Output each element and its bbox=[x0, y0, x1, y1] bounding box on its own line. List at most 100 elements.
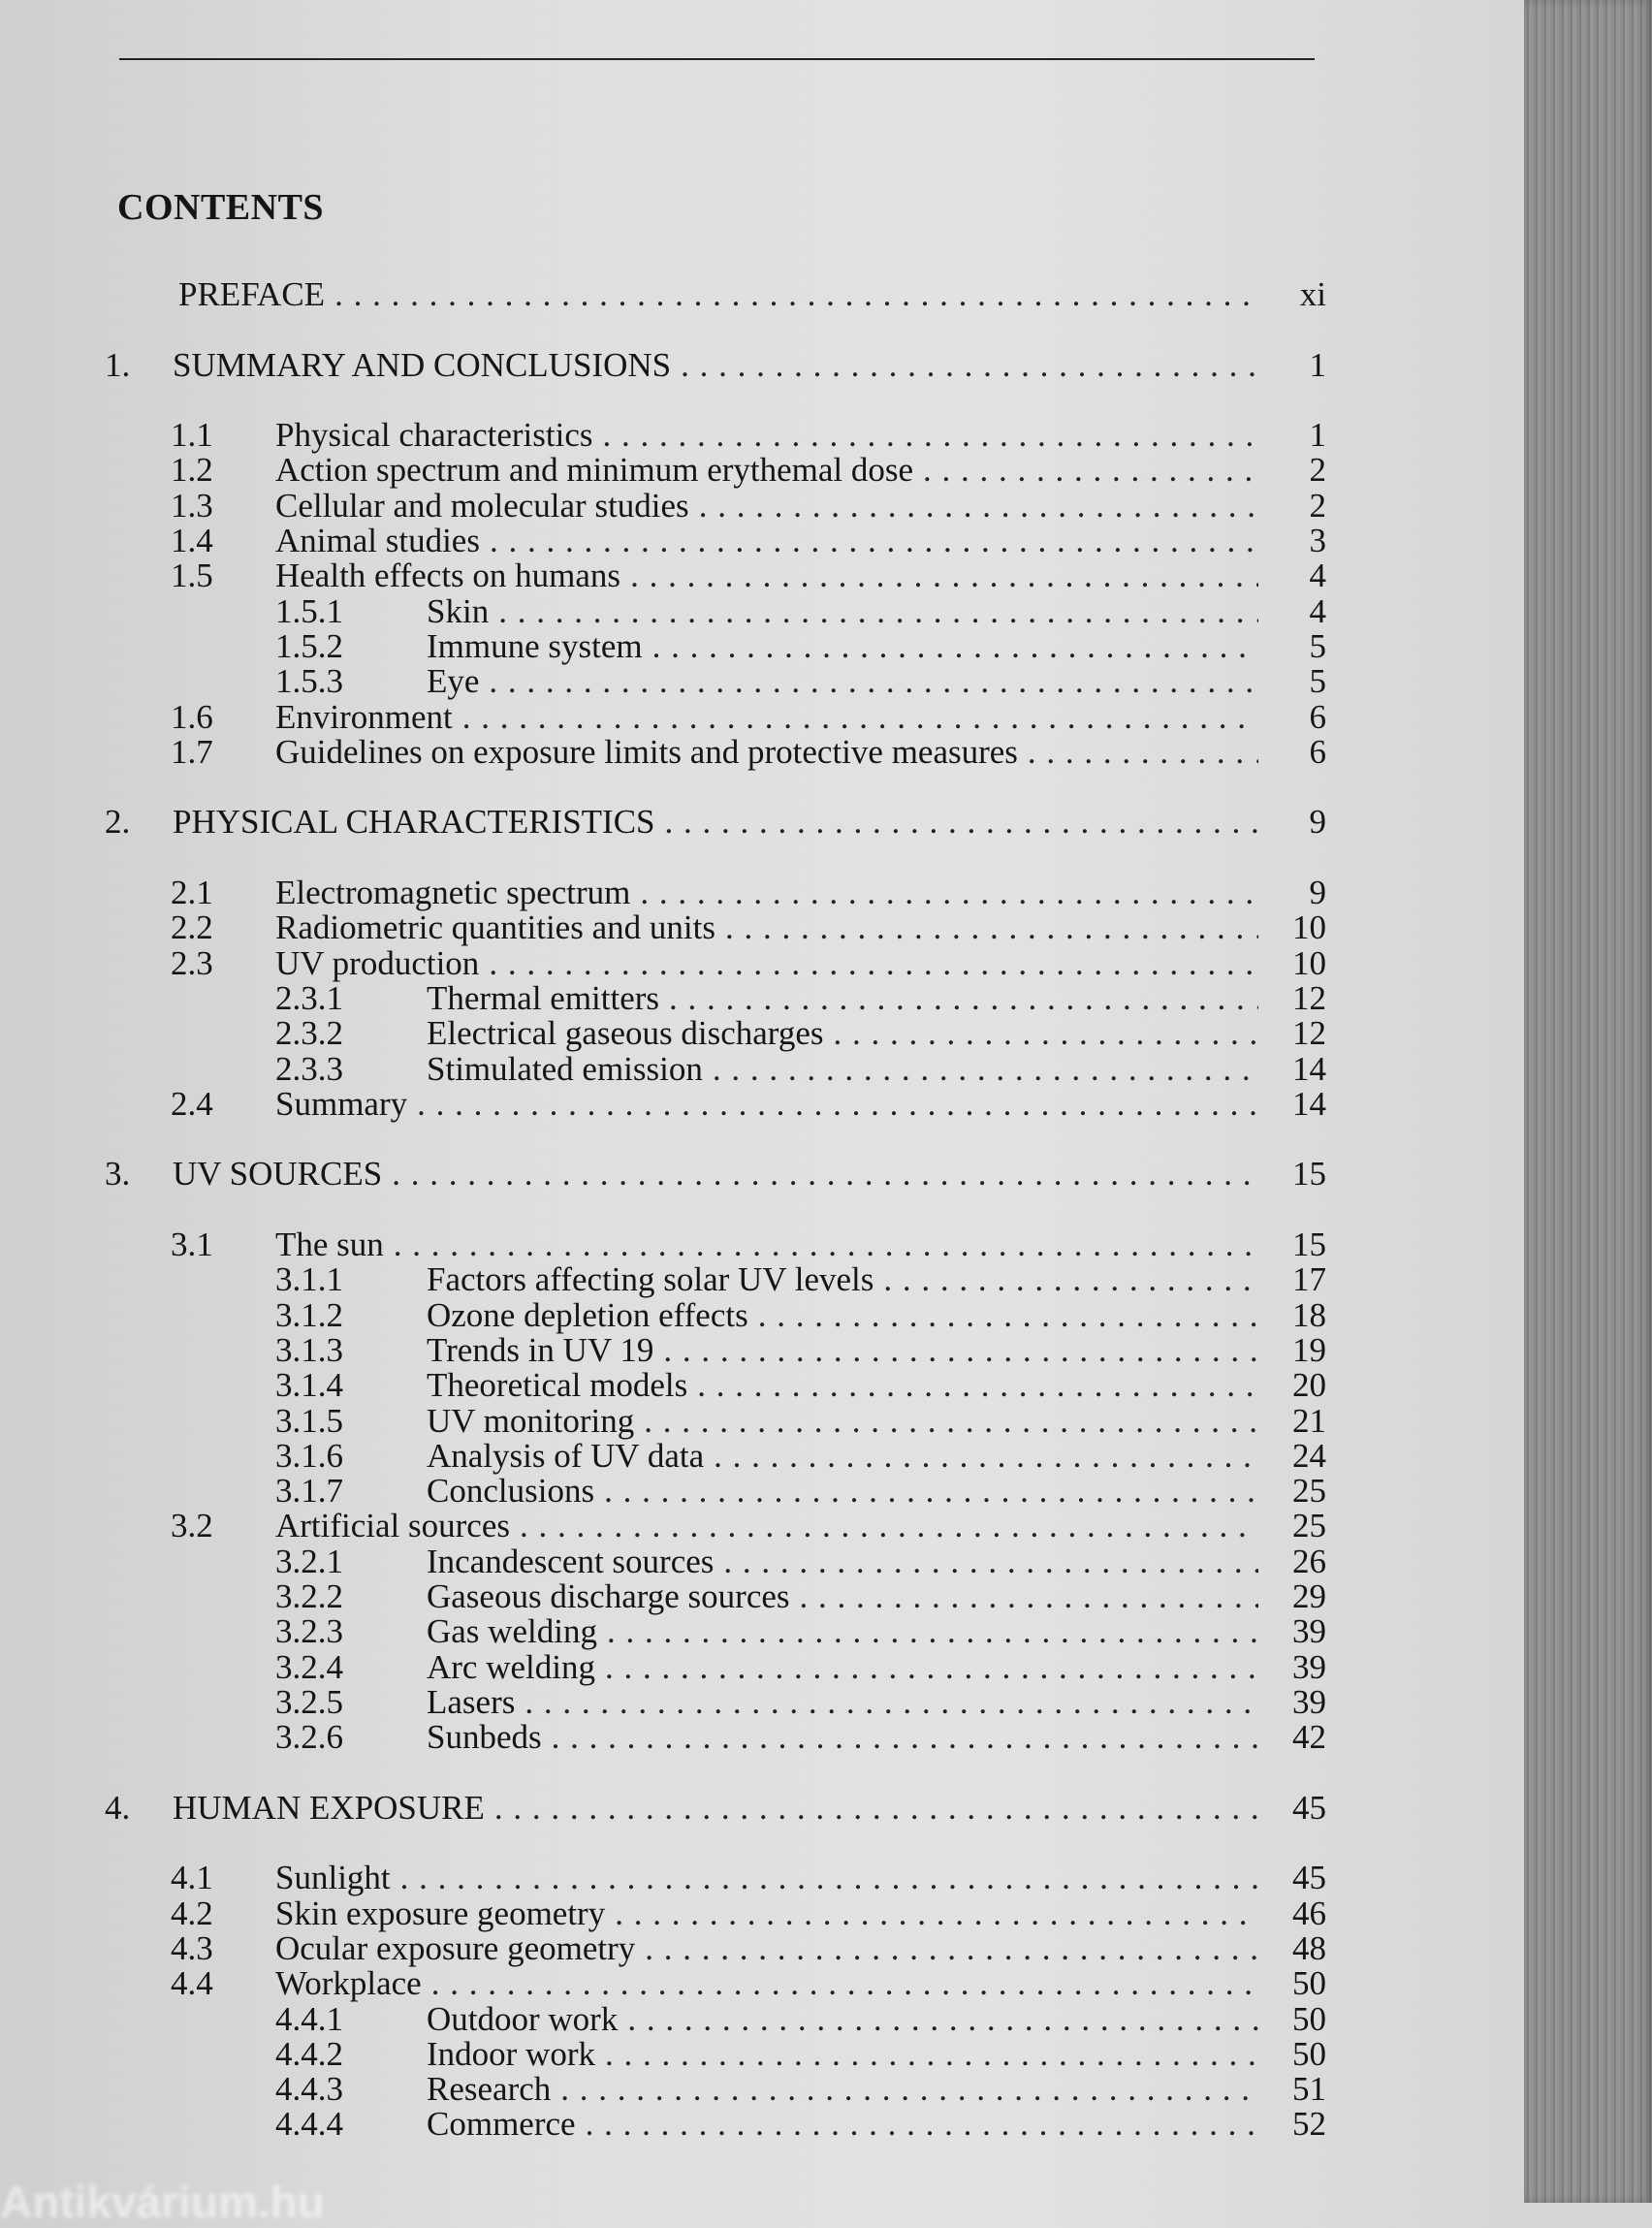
toc-subsection-entry: 4.4.4 Commerce 52 bbox=[0, 2107, 1652, 2143]
toc-subsection-entry: 3.2.5 Lasers 39 bbox=[0, 1682, 1652, 1721]
toc-subsection-entry: 3.2.3 Gas welding 39 bbox=[0, 1612, 1652, 1651]
entry-title: Environment bbox=[275, 697, 453, 736]
entry-number: 1.5.3 bbox=[275, 662, 343, 701]
entry-title: Immune system bbox=[427, 626, 643, 665]
dot-leader bbox=[652, 629, 1258, 664]
entry-number: 3.1.2 bbox=[275, 1295, 343, 1334]
dot-leader bbox=[524, 1685, 1258, 1720]
entry-page-number: 2 bbox=[1309, 486, 1327, 525]
dot-leader bbox=[663, 1333, 1258, 1368]
entry-title: PREFACE bbox=[178, 275, 326, 313]
entry-number: 1.2 bbox=[171, 451, 213, 490]
toc-subsection-entry: 3.1.6 Analysis of UV data 24 bbox=[0, 1436, 1652, 1475]
header-rule bbox=[119, 58, 1315, 60]
toc-section-entry: 2.2 Radiometric quantities and units 10 bbox=[0, 908, 1652, 947]
dot-leader bbox=[725, 910, 1258, 945]
entry-title: SUMMARY AND CONCLUSIONS bbox=[173, 345, 672, 384]
toc-section-entry: 1.1 Physical characteristics 1 bbox=[0, 416, 1652, 455]
toc-chapter-entry: 3. UV SOURCES 15 bbox=[0, 1155, 1652, 1194]
entry-title: Guidelines on exposure limits and protec… bbox=[275, 732, 1018, 771]
entry-number: 3.2.1 bbox=[275, 1542, 343, 1580]
entry-page-number: 3 bbox=[1309, 522, 1327, 560]
entry-page-number: 6 bbox=[1309, 697, 1327, 736]
entry-page-number: 10 bbox=[1292, 908, 1326, 947]
entry-number: 3.2.3 bbox=[275, 1612, 343, 1651]
entry-number: 3.1.4 bbox=[275, 1366, 343, 1405]
entry-number: 1.3 bbox=[171, 486, 213, 525]
entry-number: 3.1.3 bbox=[275, 1330, 343, 1369]
dot-leader bbox=[498, 594, 1258, 629]
entry-number: 3.2.6 bbox=[275, 1718, 343, 1757]
entry-title: Lasers bbox=[427, 1682, 516, 1721]
dot-leader bbox=[520, 1509, 1258, 1544]
entry-title: Sunlight bbox=[275, 1859, 391, 1897]
toc-section-entry: 4.4 Workplace 50 bbox=[0, 1965, 1652, 2001]
entry-number: 2.2 bbox=[171, 908, 213, 947]
entry-page-number: 9 bbox=[1309, 874, 1327, 912]
toc-subsection-entry: 1.5.1 Skin 4 bbox=[0, 591, 1652, 630]
toc-section-entry: 3.2 Artificial sources 25 bbox=[0, 1509, 1652, 1544]
toc-subsection-entry: 2.3.2 Electrical gaseous discharges 12 bbox=[0, 1015, 1652, 1051]
entry-page-number: 50 bbox=[1292, 2034, 1326, 2073]
entry-number: 2.3.3 bbox=[275, 1049, 343, 1088]
toc-chapter-entry: PREFACE xi bbox=[0, 275, 1652, 313]
entry-title: Eye bbox=[427, 662, 480, 701]
toc-subsection-entry: 3.2.6 Sunbeds 42 bbox=[0, 1718, 1652, 1757]
entry-title: Electromagnetic spectrum bbox=[275, 874, 631, 912]
toc-subsection-entry: 3.2.1 Incandescent sources 26 bbox=[0, 1544, 1652, 1579]
book-page-edge bbox=[1524, 0, 1652, 2203]
entry-page-number: 42 bbox=[1292, 1718, 1326, 1757]
entry-page-number: 25 bbox=[1292, 1507, 1326, 1545]
dot-leader bbox=[833, 1016, 1258, 1051]
entry-number: 4.4.3 bbox=[275, 2070, 343, 2109]
toc-subsection-entry: 4.4.2 Indoor work 50 bbox=[0, 2034, 1652, 2073]
entry-number: 3. bbox=[105, 1155, 131, 1194]
dot-leader bbox=[644, 1404, 1258, 1439]
entry-number: 4.3 bbox=[171, 1928, 213, 1967]
toc-section-entry: 2.4 Summary 14 bbox=[0, 1084, 1652, 1123]
entry-title: Arc welding bbox=[427, 1647, 595, 1686]
entry-title: Outdoor work bbox=[427, 1999, 619, 2038]
entry-number: 1.5 bbox=[171, 557, 213, 595]
entry-number: 3.1.6 bbox=[275, 1436, 343, 1475]
entry-page-number: 48 bbox=[1292, 1928, 1326, 1967]
entry-page-number: 9 bbox=[1309, 803, 1327, 842]
toc-chapter-entry: 2. PHYSICAL CHARACTERISTICS 9 bbox=[0, 803, 1652, 842]
dot-leader bbox=[417, 1087, 1258, 1122]
dot-leader bbox=[665, 805, 1258, 840]
entry-page-number: 21 bbox=[1292, 1401, 1326, 1440]
toc-subsection-entry: 3.2.2 Gaseous discharge sources 29 bbox=[0, 1576, 1652, 1615]
entry-title: Skin exposure geometry bbox=[275, 1894, 606, 1932]
dot-leader bbox=[640, 875, 1258, 910]
entry-title: Physical characteristics bbox=[275, 416, 593, 455]
entry-page-number: 46 bbox=[1292, 1894, 1326, 1932]
entry-title: Conclusions bbox=[427, 1472, 595, 1511]
entry-title: Gas welding bbox=[427, 1612, 597, 1651]
entry-page-number: 5 bbox=[1309, 662, 1327, 701]
entry-page-number: 26 bbox=[1292, 1542, 1326, 1580]
watermark: Antikvárium.hu bbox=[0, 2177, 325, 2227]
dot-leader bbox=[462, 700, 1258, 735]
table-of-contents: PREFACE xi 1. SUMMARY AND CONCLUSIONS 1 1.1 Ph… bbox=[0, 275, 1652, 2143]
entry-title: Indoor work bbox=[427, 2034, 595, 2073]
entry-number: 1.5.1 bbox=[275, 591, 343, 630]
dot-leader bbox=[607, 1614, 1258, 1649]
entry-title: PHYSICAL CHARACTERISTICS bbox=[173, 803, 655, 842]
entry-page-number: 19 bbox=[1292, 1330, 1326, 1369]
dot-leader bbox=[681, 348, 1258, 383]
dot-leader bbox=[630, 558, 1258, 593]
entry-number: 3.2.5 bbox=[275, 1682, 343, 1721]
dot-leader bbox=[923, 453, 1258, 488]
dot-leader bbox=[1028, 735, 1258, 770]
entry-page-number: 45 bbox=[1292, 1788, 1326, 1827]
entry-title: Summary bbox=[275, 1084, 408, 1123]
entry-title: UV SOURCES bbox=[173, 1155, 383, 1194]
entry-page-number: 12 bbox=[1292, 978, 1326, 1017]
entry-page-number: 17 bbox=[1292, 1260, 1326, 1299]
entry-title: Incandescent sources bbox=[427, 1542, 715, 1580]
entry-page-number: 18 bbox=[1292, 1295, 1326, 1334]
dot-leader bbox=[615, 1896, 1258, 1931]
entry-number: 3.2.2 bbox=[275, 1576, 343, 1615]
entry-title: Ozone depletion effects bbox=[427, 1295, 748, 1334]
entry-page-number: 45 bbox=[1292, 1859, 1326, 1897]
